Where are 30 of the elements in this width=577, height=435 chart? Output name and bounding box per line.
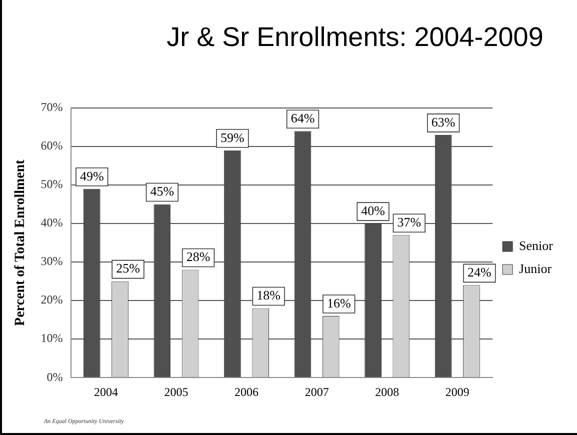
data-label: 49%	[80, 168, 104, 184]
x-tick-label: 2009	[445, 384, 470, 399]
chart-title: Jr & Sr Enrollments: 2004-2009	[166, 22, 544, 53]
legend-label: Junior	[519, 260, 552, 276]
data-label: 37%	[397, 214, 422, 230]
data-label: 63%	[431, 114, 456, 130]
data-label: 28%	[186, 249, 210, 264]
x-tick-label: 2007	[304, 384, 329, 399]
data-label: 45%	[150, 184, 174, 199]
data-label: 40%	[361, 202, 386, 218]
y-tick-label: 20%	[40, 292, 63, 307]
data-label: 24%	[468, 264, 492, 280]
y-tick-label: 30%	[40, 254, 63, 268]
x-tick-label: 2006	[234, 384, 259, 399]
y-tick-label: 50%	[40, 177, 63, 192]
x-tick-label: 2004	[94, 384, 118, 399]
data-label: 18%	[256, 288, 281, 303]
legend-label: Senior	[519, 238, 554, 253]
y-tick-label: 10%	[40, 331, 63, 346]
x-tick-label: 2008	[375, 384, 400, 399]
data-label: 59%	[220, 130, 245, 145]
y-axis-title: Percent of Total Enrollment	[13, 159, 28, 326]
data-label: 64%	[290, 110, 315, 126]
x-tick-label: 2005	[164, 384, 188, 399]
data-label: 16%	[326, 295, 351, 310]
y-tick-label: 60%	[40, 138, 63, 153]
y-tick-label: 70%	[40, 100, 63, 114]
y-tick-label: 0%	[46, 370, 63, 384]
data-label: 25%	[116, 260, 140, 276]
y-tick-label: 40%	[40, 216, 63, 230]
